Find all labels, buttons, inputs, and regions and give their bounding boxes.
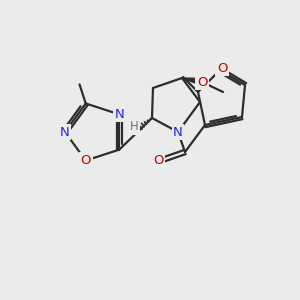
Text: O: O bbox=[153, 154, 163, 166]
Text: H: H bbox=[130, 121, 138, 134]
Polygon shape bbox=[182, 78, 203, 85]
Text: N: N bbox=[60, 125, 70, 139]
Text: O: O bbox=[197, 76, 207, 88]
Text: O: O bbox=[80, 154, 91, 167]
Text: N: N bbox=[173, 125, 183, 139]
Text: O: O bbox=[217, 61, 227, 74]
Text: N: N bbox=[114, 108, 124, 121]
